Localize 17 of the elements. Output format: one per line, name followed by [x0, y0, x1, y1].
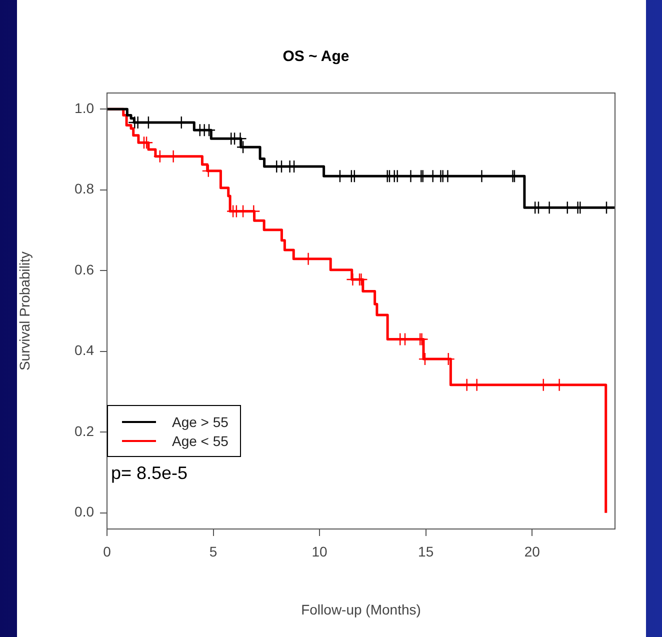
- legend-label: Age > 55: [172, 414, 228, 430]
- y-tick-label: 0.2: [74, 422, 94, 439]
- legend-label: Age < 55: [172, 432, 228, 448]
- x-tick-label: 10: [312, 543, 328, 560]
- y-tick-label: 0.8: [74, 180, 94, 197]
- y-axis-title: Survival Probability: [16, 251, 32, 371]
- x-tick-label: 0: [103, 543, 112, 560]
- x-axis-title: Follow-up (Months): [301, 601, 421, 618]
- y-tick-label: 0.6: [74, 261, 94, 278]
- x-tick-label: 20: [524, 543, 540, 560]
- y-tick-label: 1.0: [74, 100, 94, 116]
- x-tick-label: 5: [209, 543, 218, 560]
- y-tick-label: 0.0: [74, 504, 94, 520]
- y-tick-label: 0.4: [74, 342, 94, 358]
- x-tick-label: 15: [418, 543, 434, 560]
- chart-title: OS ~ Age: [282, 48, 350, 66]
- annotation: p= 8.5e-5: [111, 463, 188, 484]
